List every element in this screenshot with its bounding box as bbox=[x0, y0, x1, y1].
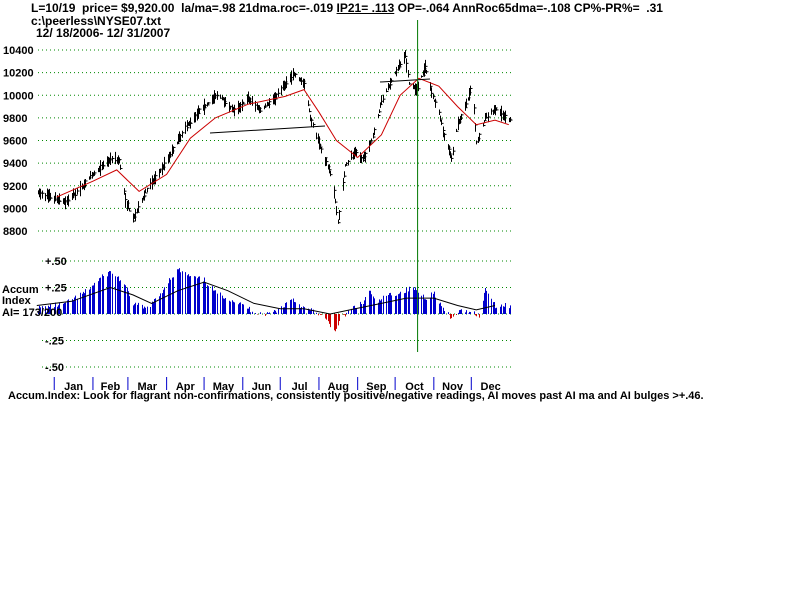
price-y-tick-label: 9000 bbox=[3, 203, 27, 215]
month-label: May bbox=[213, 381, 235, 393]
trendlines bbox=[209, 78, 431, 134]
header-status-line: L=10/19 price= $9,920.00 la/ma=.98 21dma… bbox=[31, 2, 663, 15]
accum-index-title-2: Index bbox=[2, 295, 32, 307]
price-grid bbox=[38, 49, 512, 232]
trendline bbox=[379, 78, 431, 83]
month-label: Aug bbox=[328, 381, 349, 393]
accum-index-ma-line bbox=[36, 281, 496, 315]
price-bars bbox=[38, 50, 513, 224]
month-label: Dec bbox=[481, 381, 501, 393]
price-y-tick-label: 10200 bbox=[3, 68, 34, 80]
accum-y-tick-label: +.50 bbox=[45, 256, 67, 268]
trendline bbox=[209, 125, 326, 134]
accum-index-footnote: Accum.Index: Look for flagrant non-confi… bbox=[8, 390, 704, 402]
header-status-text-2: OP=-.064 AnnRoc65dma=-.108 CP%-PR%= .31 bbox=[394, 1, 663, 15]
month-axis: Jan Feb Mar Apr May Jun Jul Aug Sep Oct Nov Dec bbox=[53, 377, 501, 393]
header-status-text: L=10/19 price= $9,920.00 la/ma=.98 21dma… bbox=[31, 1, 337, 15]
month-label: Feb bbox=[101, 381, 121, 393]
accum-y-tick-label: +.25 bbox=[45, 283, 67, 295]
accum-index-bars bbox=[38, 268, 511, 332]
month-label: Jan bbox=[64, 381, 83, 393]
price-y-tick-label: 8800 bbox=[3, 226, 27, 238]
price-y-tick-label: 9400 bbox=[3, 158, 27, 170]
accum-index-title-1: Accum bbox=[2, 284, 39, 296]
price-y-tick-label: 10000 bbox=[3, 90, 34, 102]
month-label: Sep bbox=[366, 381, 386, 393]
month-label: Jun bbox=[252, 381, 272, 393]
month-label: Apr bbox=[176, 381, 196, 393]
price-y-ticks: 10400 10200 10000 9800 9600 9400 9200 9000 8800 bbox=[3, 45, 34, 238]
month-label: Oct bbox=[405, 381, 424, 393]
accum-index-readout: AI= 173/200 bbox=[2, 307, 62, 319]
month-label: Nov bbox=[442, 381, 464, 393]
date-range: 12/ 18/2006- 12/ 31/2007 bbox=[36, 26, 171, 40]
price-y-tick-label: 9800 bbox=[3, 113, 27, 125]
accum-y-ticks: +.50 +.25 -.25 -.50 bbox=[45, 256, 67, 374]
moving-average-line bbox=[56, 77, 509, 198]
accum-y-tick-label: -.50 bbox=[45, 362, 64, 374]
month-label: Mar bbox=[137, 381, 157, 393]
price-y-tick-label: 9600 bbox=[3, 136, 27, 148]
price-y-tick-label: 10400 bbox=[3, 45, 34, 57]
price-y-tick-label: 9200 bbox=[3, 181, 27, 193]
data-file-path: c:\peerless\NYSE07.txt bbox=[31, 14, 162, 28]
ip21-value: IP21= .113 bbox=[336, 1, 395, 15]
month-label: Jul bbox=[292, 381, 308, 393]
accum-y-tick-label: -.25 bbox=[45, 336, 64, 348]
